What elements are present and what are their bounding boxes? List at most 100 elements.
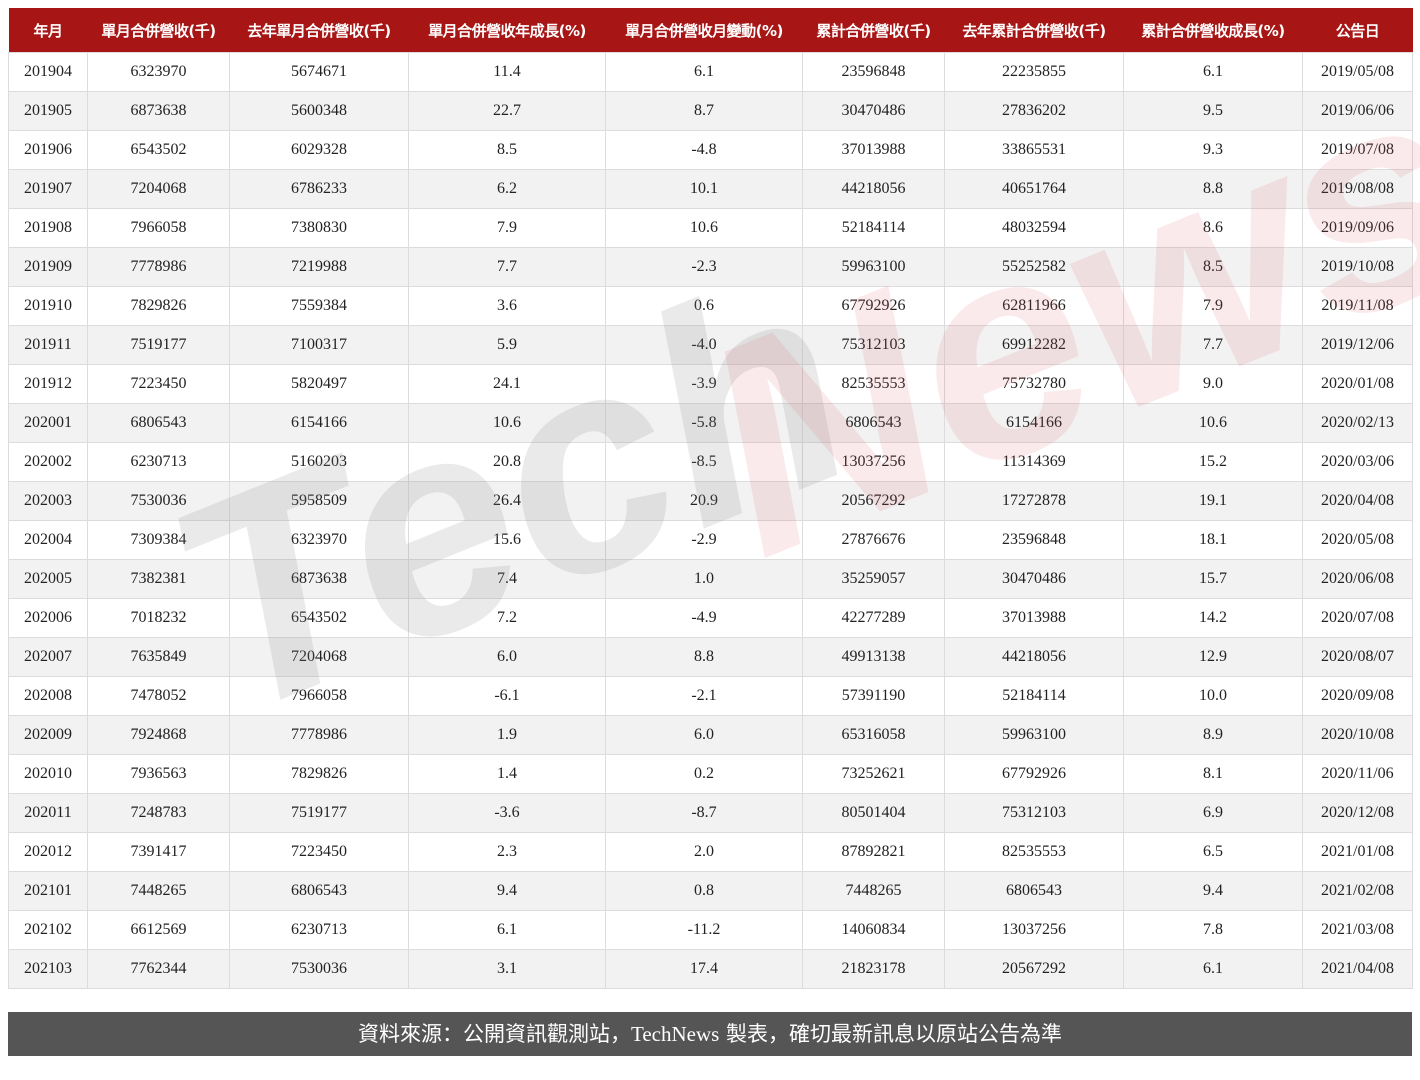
table-cell: -5.8 (605, 403, 803, 443)
table-cell: 8.5 (408, 130, 606, 170)
table-cell: 1.9 (408, 715, 606, 755)
table-cell: 55252582 (944, 247, 1124, 287)
table-cell: 5820497 (229, 364, 409, 404)
table-row: 201905 6873638 5600348 22.7 8.7 30470486 27836… (8, 91, 1413, 131)
table-row: 202004 7309384 6323970 15.6 -2.9 27876676 2359… (8, 520, 1413, 560)
table-cell: 201908 (8, 208, 88, 248)
column-header: 年月 (8, 8, 88, 53)
column-header: 公告日 (1302, 8, 1413, 53)
table-cell: 202010 (8, 754, 88, 794)
table-cell: 6806543 (944, 871, 1124, 911)
table-cell: -8.5 (605, 442, 803, 482)
table-cell: 13037256 (944, 910, 1124, 950)
table-cell: 201909 (8, 247, 88, 287)
table-cell: 30470486 (802, 91, 945, 131)
table-cell: 7829826 (87, 286, 230, 326)
table-row: 202103 7762344 7530036 3.1 17.4 21823178 20567… (8, 949, 1413, 989)
table-cell: 42277289 (802, 598, 945, 638)
column-header: 去年單月合併營收(千) (229, 8, 409, 53)
table-cell: 0.8 (605, 871, 803, 911)
table-cell: 30470486 (944, 559, 1124, 599)
column-header: 累計合併營收成長(%) (1123, 8, 1303, 53)
table-cell: 201906 (8, 130, 88, 170)
table-cell: 202002 (8, 442, 88, 482)
table-cell: 15.6 (408, 520, 606, 560)
table-cell: 2021/04/08 (1302, 949, 1413, 989)
table-row: 201906 6543502 6029328 8.5 -4.8 37013988 33865… (8, 130, 1413, 170)
table-cell: 7204068 (229, 637, 409, 677)
table-cell: 59963100 (944, 715, 1124, 755)
table-cell: 10.0 (1123, 676, 1303, 716)
table-cell: 23596848 (944, 520, 1124, 560)
table-cell: 27836202 (944, 91, 1124, 131)
table-cell: 7223450 (229, 832, 409, 872)
table-cell: 201905 (8, 91, 88, 131)
table-row: 201909 7778986 7219988 7.7 -2.3 59963100 55252… (8, 247, 1413, 287)
footer-brand: TechNews (630, 1022, 720, 1046)
table-cell: 6543502 (229, 598, 409, 638)
table-cell: 2020/07/08 (1302, 598, 1413, 638)
table-cell: 2020/05/08 (1302, 520, 1413, 560)
table-cell: 57391190 (802, 676, 945, 716)
table-cell: -2.3 (605, 247, 803, 287)
table-cell: 202004 (8, 520, 88, 560)
table-cell: 2019/11/08 (1302, 286, 1413, 326)
table-row: 202001 6806543 6154166 10.6 -5.8 6806543 61541… (8, 403, 1413, 443)
table-cell: 20.9 (605, 481, 803, 521)
table-cell: 20.8 (408, 442, 606, 482)
table-cell: 8.8 (1123, 169, 1303, 209)
table-cell: 7309384 (87, 520, 230, 560)
table-row: 202101 7448265 6806543 9.4 0.8 7448265 6806543… (8, 871, 1413, 911)
table-cell: 202009 (8, 715, 88, 755)
table-cell: -3.6 (408, 793, 606, 833)
table-cell: 6.9 (1123, 793, 1303, 833)
table-cell: 2020/08/07 (1302, 637, 1413, 677)
table-cell: 18.1 (1123, 520, 1303, 560)
table-cell: 7380830 (229, 208, 409, 248)
table-cell: 202012 (8, 832, 88, 872)
table-cell: 7382381 (87, 559, 230, 599)
table-cell: 201912 (8, 364, 88, 404)
table-cell: 21823178 (802, 949, 945, 989)
table-cell: 6543502 (87, 130, 230, 170)
table-cell: 7391417 (87, 832, 230, 872)
footer-prefix: 資料來源：公開資訊觀測站， (357, 1022, 631, 1046)
table-cell: 7519177 (87, 325, 230, 365)
table-cell: 202003 (8, 481, 88, 521)
table-cell: 2019/08/08 (1302, 169, 1413, 209)
table-cell: 7448265 (802, 871, 945, 911)
table-row: 202012 7391417 7223450 2.3 2.0 87892821 825355… (8, 832, 1413, 872)
table-cell: -2.1 (605, 676, 803, 716)
table-cell: 202011 (8, 793, 88, 833)
table-row: 201907 7204068 6786233 6.2 10.1 44218056 40651… (8, 169, 1413, 209)
table-cell: 6.1 (408, 910, 606, 950)
table-cell: 6.1 (605, 52, 803, 92)
table-cell: -2.9 (605, 520, 803, 560)
table-cell: 7530036 (229, 949, 409, 989)
table-cell: 9.5 (1123, 91, 1303, 131)
table-cell: 6323970 (87, 52, 230, 92)
table-cell: 11.4 (408, 52, 606, 92)
table-cell: 7.4 (408, 559, 606, 599)
table-cell: 2020/11/06 (1302, 754, 1413, 794)
table-cell: 67792926 (944, 754, 1124, 794)
table-cell: 62811966 (944, 286, 1124, 326)
table-cell: 6.1 (1123, 52, 1303, 92)
table-cell: 7204068 (87, 169, 230, 209)
table-cell: 82535553 (802, 364, 945, 404)
table-row: 201908 7966058 7380830 7.9 10.6 52184114 48032… (8, 208, 1413, 248)
table-cell: 5.9 (408, 325, 606, 365)
table-cell: 2019/12/06 (1302, 325, 1413, 365)
table-cell: 20567292 (802, 481, 945, 521)
table-cell: 6.0 (408, 637, 606, 677)
table-cell: 2019/06/06 (1302, 91, 1413, 131)
table-cell: 7635849 (87, 637, 230, 677)
table-cell: 24.1 (408, 364, 606, 404)
table-cell: 7223450 (87, 364, 230, 404)
table-cell: 6.5 (1123, 832, 1303, 872)
table-cell: 2019/07/08 (1302, 130, 1413, 170)
table-row: 201910 7829826 7559384 3.6 0.6 67792926 628119… (8, 286, 1413, 326)
table-cell: 5600348 (229, 91, 409, 131)
table-cell: 1.4 (408, 754, 606, 794)
table-cell: 6154166 (944, 403, 1124, 443)
